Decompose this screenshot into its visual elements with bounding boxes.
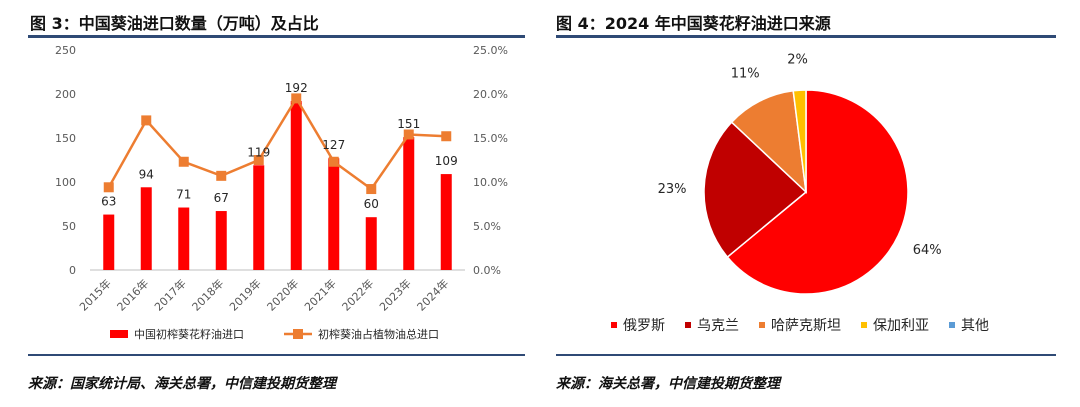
legend-label: 其他: [961, 318, 989, 334]
bar-data-label: 63: [101, 195, 116, 209]
legend-line-marker: [293, 329, 303, 339]
legend-label: 俄罗斯: [623, 318, 665, 334]
legend-swatch: [861, 322, 867, 328]
figure-3-top-rule: [28, 35, 525, 38]
bar-import-volume: [290, 101, 302, 270]
figure-4-panel: 图 4：2024 年中国葵花籽油进口来源 64% 23% 11% 2% 俄罗斯 乌克兰 哈萨…: [556, 0, 1056, 407]
x-tick-label: 2024年: [414, 276, 451, 313]
bar-data-label: 60: [364, 197, 379, 211]
left-y-tick-label: 100: [55, 176, 76, 189]
share-line-marker: [403, 129, 414, 140]
figure-4-title: 图 4：2024 年中国葵花籽油进口来源: [556, 14, 831, 33]
figure-4-bottom-rule: [556, 354, 1056, 356]
right-y-tick-label: 5.0%: [473, 220, 501, 233]
right-y-tick-label: 15.0%: [473, 132, 508, 145]
legend-swatch: [949, 322, 955, 328]
right-y-tick-label: 20.0%: [473, 88, 508, 101]
bar-import-volume: [215, 211, 227, 270]
figure-3-panel: 图 3：中国葵油进口数量（万吨）及占比 0 50 100 150 200 250 0.0% 5…: [0, 0, 525, 407]
pie-slice-label: 2%: [787, 52, 808, 67]
figure-4-source: 来源：海关总署，中信建投期货整理: [556, 376, 780, 392]
legend-swatch: [759, 322, 765, 328]
legend-swatch: [611, 322, 617, 328]
right-y-tick-label: 0.0%: [473, 264, 501, 277]
bar-import-volume: [140, 187, 152, 270]
legend-label: 哈萨克斯坦: [771, 318, 841, 334]
pie-slice: [726, 89, 909, 295]
left-y-tick-label: 200: [55, 88, 76, 101]
bar-data-label: 94: [139, 167, 154, 181]
x-tick-label: 2019年: [226, 276, 263, 313]
import-volume-combo-chart: 0 50 100 150 200 250 0.0% 5.0% 10.0% 15.0% 20.0% 25…: [55, 44, 508, 341]
bar-data-label: 119: [247, 145, 270, 159]
share-line-marker: [291, 93, 302, 104]
bar-import-volume: [440, 174, 452, 270]
legend-bar-swatch: [110, 330, 128, 338]
x-tick-label: 2017年: [151, 276, 188, 313]
bar-import-volume: [328, 158, 340, 270]
bar-data-label: 109: [435, 154, 458, 168]
x-tick-label: 2018年: [189, 276, 226, 313]
legend-label: 保加利亚: [873, 318, 929, 334]
pie-slice: [730, 89, 808, 194]
bar-data-label: 192: [285, 81, 308, 95]
left-y-tick-label: 50: [62, 220, 76, 233]
legend-bar-label: 中国初榨葵花籽油进口: [134, 327, 244, 341]
left-y-tick-label: 250: [55, 44, 76, 57]
legend-swatch: [685, 322, 691, 328]
bar-data-label: 67: [214, 191, 229, 205]
share-line-marker: [253, 155, 264, 165]
bar-import-volume: [403, 137, 415, 270]
share-line-marker: [216, 170, 227, 181]
import-source-pie-chart: 64% 23% 11% 2% 俄罗斯 乌克兰 哈萨克斯坦 保加利亚 其他: [611, 52, 989, 334]
legend-line-label: 初榨葵油占植物油总进口: [318, 327, 439, 341]
figure-3-bottom-rule: [28, 354, 525, 356]
x-tick-label: 2015年: [76, 276, 113, 313]
share-line-marker: [328, 156, 339, 167]
x-tick-label: 2023年: [376, 276, 413, 313]
left-y-tick-label: 150: [55, 132, 76, 145]
x-tick-label: 2020年: [264, 276, 301, 313]
figure-3-title: 图 3：中国葵油进口数量（万吨）及占比: [30, 14, 319, 33]
bar-import-volume: [365, 217, 377, 270]
share-line-marker: [178, 156, 189, 167]
share-line-marker: [366, 184, 377, 195]
pie-slice-label: 23%: [658, 182, 687, 197]
bar-data-label: 127: [322, 138, 345, 152]
figure-4-top-rule: [556, 35, 1056, 38]
share-line-marker: [103, 182, 114, 193]
bar-import-volume: [103, 214, 115, 270]
x-tick-label: 2022年: [339, 276, 376, 313]
pie-slice-label: 11%: [731, 67, 760, 82]
bar-import-volume: [253, 165, 265, 270]
bar-data-label: 71: [176, 188, 191, 202]
share-line-marker: [441, 131, 452, 142]
right-y-tick-label: 10.0%: [473, 176, 508, 189]
pie-slice: [792, 89, 807, 193]
pie-slice-label: 64%: [913, 243, 942, 258]
bar-data-label: 151: [397, 117, 420, 131]
right-y-tick-label: 25.0%: [473, 44, 508, 57]
share-line-marker: [141, 115, 152, 126]
pie-slice: [703, 121, 808, 259]
bar-import-volume: [178, 207, 190, 270]
legend-label: 乌克兰: [697, 318, 739, 334]
figure-3-source: 来源：国家统计局、海关总署，中信建投期货整理: [28, 376, 336, 392]
share-line-series: [107, 95, 447, 191]
x-tick-label: 2016年: [114, 276, 151, 313]
x-tick-label: 2021年: [301, 276, 338, 313]
left-y-tick-label: 0: [69, 264, 76, 277]
